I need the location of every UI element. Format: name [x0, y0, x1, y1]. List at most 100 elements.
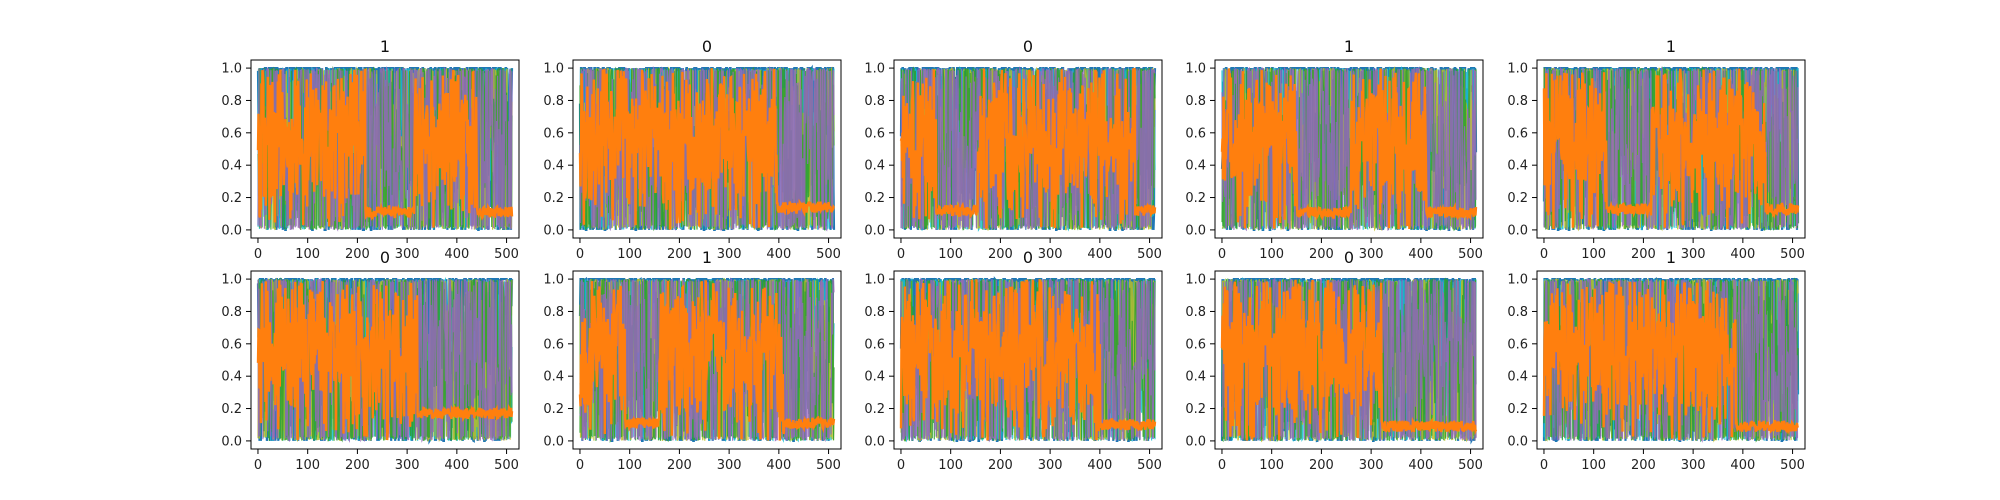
y-tick-label: 0.8	[221, 305, 242, 320]
y-tick-label: 0.2	[864, 402, 885, 417]
y-tick-label: 0.0	[221, 434, 242, 449]
x-tick-label: 300	[717, 247, 742, 262]
x-tick-label: 200	[1309, 458, 1334, 473]
axes-frame	[250, 270, 520, 450]
y-tick-label: 0.8	[543, 305, 564, 320]
y-tick-label: 1.0	[1507, 273, 1528, 288]
subplot-2: 0 100 200 300 400 500 0.0 0.2 0.4 0.6 0.8 1.0 0	[543, 37, 842, 262]
x-tick-label: 500	[1780, 247, 1805, 262]
y-tick-label: 0.0	[543, 434, 564, 449]
series-line-4	[579, 277, 835, 443]
y-tick-label: 0.4	[543, 370, 564, 385]
axes-frame	[1214, 59, 1484, 239]
y-tick-label: 0.8	[864, 94, 885, 109]
plot-area	[1220, 65, 1478, 232]
x-tick-label: 100	[938, 458, 963, 473]
x-tick-label: 300	[395, 247, 420, 262]
x-tick-label: 100	[1259, 247, 1284, 262]
y-tick-label: 0.2	[221, 191, 242, 206]
y-tick-label: 0.6	[221, 126, 242, 141]
subplot-title: 1	[380, 37, 390, 56]
y-tick-label: 0.6	[1185, 126, 1206, 141]
x-tick-label: 300	[1681, 458, 1706, 473]
highlight-series-line	[256, 68, 514, 228]
y-tick-label: 0.2	[1507, 402, 1528, 417]
subplot-10: 0 100 200 300 400 500 0.0 0.2 0.4 0.6 0.8 1.0 1	[1507, 248, 1806, 473]
x-tick-label: 300	[395, 458, 420, 473]
x-tick-label: 0	[254, 247, 262, 262]
y-tick-label: 0.2	[543, 191, 564, 206]
y-tick-label: 0.6	[1185, 337, 1206, 352]
y-tick-label: 1.0	[1185, 273, 1206, 288]
y-tick-label: 1.0	[1185, 62, 1206, 77]
highlight-series-line	[1542, 280, 1800, 441]
plot-area	[578, 276, 836, 443]
x-tick-label: 500	[1780, 458, 1805, 473]
subplot-title: 0	[1023, 37, 1033, 56]
subplot-title: 0	[702, 37, 712, 56]
x-tick-label: 400	[444, 247, 469, 262]
y-tick-label: 1.0	[543, 273, 564, 288]
subplot-1: 0 100 200 300 400 500 0.0 0.2 0.4 0.6 0.8 1.0 1	[221, 37, 520, 262]
series-line-5	[257, 66, 513, 232]
x-tick-label: 400	[1408, 247, 1433, 262]
x-tick-label: 0	[897, 247, 905, 262]
x-tick-label: 400	[766, 247, 791, 262]
x-tick-label: 0	[1540, 458, 1548, 473]
axes-frame	[250, 59, 520, 239]
x-tick-label: 100	[1259, 458, 1284, 473]
y-tick-label: 0.8	[543, 94, 564, 109]
x-tick-label: 500	[1137, 247, 1162, 262]
y-tick-label: 0.0	[543, 223, 564, 238]
x-tick-label: 200	[988, 458, 1013, 473]
x-tick-label: 500	[1458, 247, 1483, 262]
x-tick-label: 200	[345, 458, 370, 473]
x-tick-label: 200	[1631, 247, 1656, 262]
plot-area	[256, 65, 514, 232]
y-tick-label: 0.4	[543, 159, 564, 174]
y-tick-label: 1.0	[864, 62, 885, 77]
y-tick-label: 0.4	[221, 370, 242, 385]
x-tick-label: 0	[1218, 458, 1226, 473]
x-tick-label: 500	[494, 247, 519, 262]
x-tick-label: 400	[1730, 458, 1755, 473]
x-tick-label: 400	[1408, 458, 1433, 473]
x-tick-label: 400	[444, 458, 469, 473]
axes-frame	[893, 59, 1163, 239]
y-tick-label: 0.2	[221, 402, 242, 417]
x-tick-label: 200	[1309, 247, 1334, 262]
y-tick-label: 0.4	[1507, 159, 1528, 174]
subplot-title: 0	[1344, 248, 1354, 267]
y-tick-label: 0.8	[1185, 305, 1206, 320]
x-tick-label: 500	[816, 247, 841, 262]
y-tick-label: 0.4	[864, 159, 885, 174]
axes-frame	[1214, 270, 1484, 450]
x-tick-label: 100	[295, 458, 320, 473]
x-tick-label: 500	[1458, 458, 1483, 473]
x-tick-label: 100	[938, 247, 963, 262]
y-tick-label: 0.2	[543, 402, 564, 417]
y-tick-label: 0.2	[1185, 191, 1206, 206]
x-tick-label: 300	[1359, 247, 1384, 262]
subplot-title: 0	[380, 248, 390, 267]
x-tick-label: 400	[1730, 247, 1755, 262]
plot-area	[899, 276, 1157, 443]
subplot-title: 0	[1023, 248, 1033, 267]
axes-frame	[1536, 59, 1806, 239]
x-tick-label: 400	[766, 458, 791, 473]
y-tick-label: 0.0	[864, 434, 885, 449]
highlight-series-line	[256, 280, 514, 441]
subplot-4: 0 100 200 300 400 500 0.0 0.2 0.4 0.6 0.8 1.0 1	[1185, 37, 1484, 262]
axes-frame	[572, 270, 842, 450]
y-tick-label: 0.4	[1185, 159, 1206, 174]
x-tick-label: 300	[717, 458, 742, 473]
highlight-series-line	[1542, 68, 1800, 230]
plot-area	[1220, 276, 1478, 445]
y-tick-label: 0.6	[1507, 337, 1528, 352]
plot-area	[256, 277, 514, 445]
x-tick-label: 100	[617, 247, 642, 262]
plot-area	[578, 64, 836, 232]
y-tick-label: 0.2	[1185, 402, 1206, 417]
y-tick-label: 0.6	[864, 337, 885, 352]
highlight-series-line	[899, 279, 1157, 441]
